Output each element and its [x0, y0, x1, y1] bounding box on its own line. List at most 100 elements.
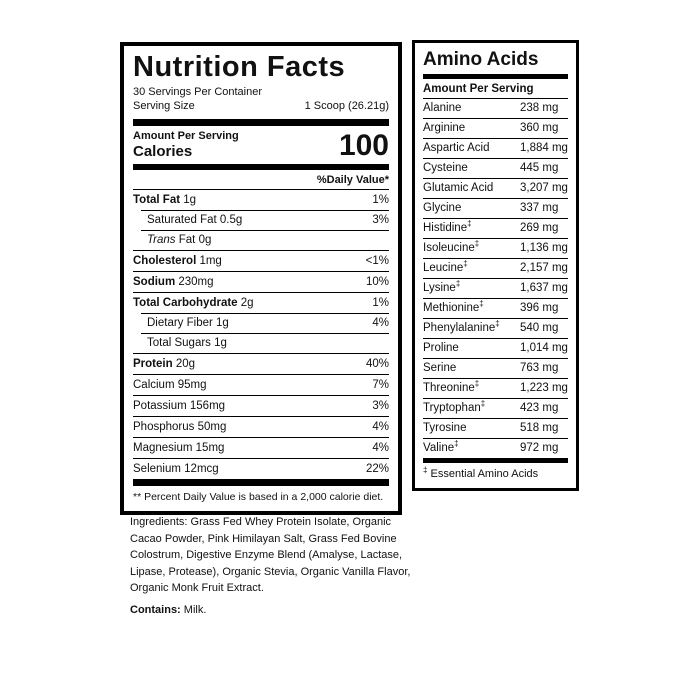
nutrient-name: Calcium 95mg — [133, 379, 207, 391]
thick-divider — [423, 74, 568, 79]
nutrient-name: Potassium 156mg — [133, 400, 226, 412]
essential-amino-acids-footnote: ‡ Essential Amino Acids — [423, 463, 568, 481]
amino-acid-amount: 337 mg — [520, 202, 559, 214]
amino-acid-row: Histidine‡ 269 mg — [423, 218, 568, 238]
amino-acid-name: Glycine — [423, 202, 462, 214]
nutrient-daily-value: 4% — [372, 442, 389, 454]
amino-acid-amount: 1,136 mg — [520, 242, 568, 254]
amino-acid-row: Proline 1,014 mg — [423, 338, 568, 358]
nutrient-name-text: Cholesterol — [133, 255, 197, 267]
serving-size-row: Serving Size 1 Scoop (26.21g) — [133, 99, 389, 114]
nutrient-name: Total Fat 1g — [133, 194, 197, 206]
amino-acid-name: Tryptophan‡ — [423, 399, 486, 414]
amino-acid-name: Threonine‡ — [423, 379, 480, 394]
nutrient-daily-value: 7% — [372, 379, 389, 391]
nutrient-name-italic: Trans — [147, 234, 179, 246]
nutrient-name-text: Fat — [178, 234, 196, 246]
amino-acid-name: Tyrosine — [423, 422, 467, 434]
nutrient-row: Total Carbohydrate 2g 1% — [133, 292, 389, 313]
amino-acid-amount: 269 mg — [520, 222, 559, 234]
nutrient-daily-value: 4% — [372, 317, 389, 329]
amino-acid-name: Alanine — [423, 102, 462, 114]
amino-acid-amount: 518 mg — [520, 422, 559, 434]
amino-acid-row: Phenylalanine‡ 540 mg — [423, 318, 568, 338]
amino-acid-row: Tyrosine 518 mg — [423, 418, 568, 438]
nutrient-name: Protein 20g — [133, 358, 196, 370]
nutrient-name-text: Total Carbohydrate — [133, 297, 238, 309]
nutrient-name: Saturated Fat 0.5g — [147, 214, 243, 226]
nutrient-name-text: Total Fat — [133, 194, 181, 206]
amino-acid-name: Aspartic Acid — [423, 142, 490, 154]
serving-size-value: 1 Scoop (26.21g) — [304, 100, 389, 112]
nutrient-row: Calcium 95mg 7% — [133, 374, 389, 395]
amino-acid-name: Cysteine — [423, 162, 468, 174]
nutrient-row: Total Sugars 1g — [133, 333, 389, 353]
amino-acid-row: Isoleucine‡ 1,136 mg — [423, 238, 568, 258]
amount-per-serving-label: Amount Per Serving — [133, 130, 239, 142]
dagger-symbol: ‡ — [463, 259, 468, 269]
nutrient-name: Selenium 12mcg — [133, 463, 219, 475]
dagger-symbol: ‡ — [474, 379, 480, 389]
nutrient-name-text: Calcium — [133, 379, 175, 391]
amino-acid-row: Aspartic Acid 1,884 mg — [423, 138, 568, 158]
amino-acid-amount: 540 mg — [520, 322, 559, 334]
nutrient-daily-value: 4% — [372, 421, 389, 433]
nutrient-daily-value: 40% — [365, 358, 389, 370]
nutrient-name-text: Potassium — [133, 400, 187, 412]
thick-divider — [133, 119, 389, 126]
nutrient-row: Protein 20g 40% — [133, 353, 389, 374]
nutrient-name-text: Sodium — [133, 276, 176, 288]
nutrient-row: Potassium 156mg 3% — [133, 395, 389, 416]
amino-acids-panel: Amino Acids Amount Per Serving Alanine 23… — [412, 40, 579, 491]
nutrient-rows: Total Fat 1g 1% Saturated Fat 0.5g 3% Trans … — [133, 189, 389, 479]
amino-acid-amount: 396 mg — [520, 302, 559, 314]
thick-divider — [423, 458, 568, 463]
daily-value-footnote: ** Percent Daily Value is based in a 2,0… — [133, 491, 384, 503]
dagger-symbol: ‡ — [423, 465, 428, 475]
amino-acid-name: Glutamic Acid — [423, 182, 494, 194]
amino-acid-row: Threonine‡ 1,223 mg — [423, 378, 568, 398]
dagger-symbol: ‡ — [495, 319, 500, 329]
nutrient-row: Trans Fat 0g — [133, 230, 389, 250]
amino-acid-name: Arginine — [423, 122, 466, 134]
amino-acid-amount: 445 mg — [520, 162, 559, 174]
nutrient-row: Sodium 230mg 10% — [133, 271, 389, 292]
nutrient-name: Cholesterol 1mg — [133, 255, 222, 267]
amino-acid-row: Leucine‡ 2,157 mg — [423, 258, 568, 278]
amino-acid-row: Tryptophan‡ 423 mg — [423, 398, 568, 418]
ingredients-text: Ingredients: Grass Fed Whey Protein Isol… — [130, 516, 411, 594]
dagger-symbol: ‡ — [480, 399, 486, 409]
nutrient-daily-value: 1% — [372, 297, 389, 309]
nutrient-name-text: Protein — [133, 358, 173, 370]
amino-acid-name: Lysine‡ — [423, 279, 461, 294]
contains-line: Contains: Milk. — [130, 603, 418, 618]
nutrient-daily-value: 22% — [365, 463, 389, 475]
amino-acid-row: Alanine 238 mg — [423, 98, 568, 118]
nutrient-name: Dietary Fiber 1g — [147, 317, 229, 329]
amino-acid-name: Valine‡ — [423, 439, 459, 454]
amino-acids-title: Amino Acids — [423, 49, 539, 70]
nutrient-name: Total Sugars 1g — [147, 337, 227, 349]
nutrient-name: Sodium 230mg — [133, 276, 214, 288]
amino-acid-rows: Alanine 238 mg Arginine 360 mg Aspartic Acid… — [423, 98, 568, 458]
nutrition-facts-title: Nutrition Facts — [133, 51, 346, 83]
dagger-symbol: ‡ — [474, 239, 480, 249]
calories-label: Calories — [133, 143, 193, 160]
amino-acid-row: Cysteine 445 mg — [423, 158, 568, 178]
thick-divider — [133, 164, 389, 170]
nutrient-name-text: Phosphorus — [133, 421, 195, 433]
amino-acids-column-header: Amount Per Serving — [423, 83, 534, 95]
nutrient-name-text: Magnesium — [133, 442, 193, 454]
amino-acid-amount: 1,637 mg — [520, 282, 568, 294]
nutrient-row: Selenium 12mcg 22% — [133, 458, 389, 479]
nutrient-name-text: Dietary Fiber — [147, 317, 213, 329]
amino-acid-row: Serine 763 mg — [423, 358, 568, 378]
amino-acid-name: Proline — [423, 342, 459, 354]
nutrition-facts-panel: Nutrition Facts 30 Servings Per Containe… — [120, 42, 402, 515]
nutrient-name: Phosphorus 50mg — [133, 421, 227, 433]
calories-block: Amount Per Serving Calories 100 — [133, 126, 389, 164]
amino-acid-row: Lysine‡ 1,637 mg — [423, 278, 568, 298]
nutrient-daily-value: <1% — [365, 255, 389, 267]
amino-acid-amount: 1,884 mg — [520, 142, 568, 154]
amino-acid-amount: 360 mg — [520, 122, 559, 134]
